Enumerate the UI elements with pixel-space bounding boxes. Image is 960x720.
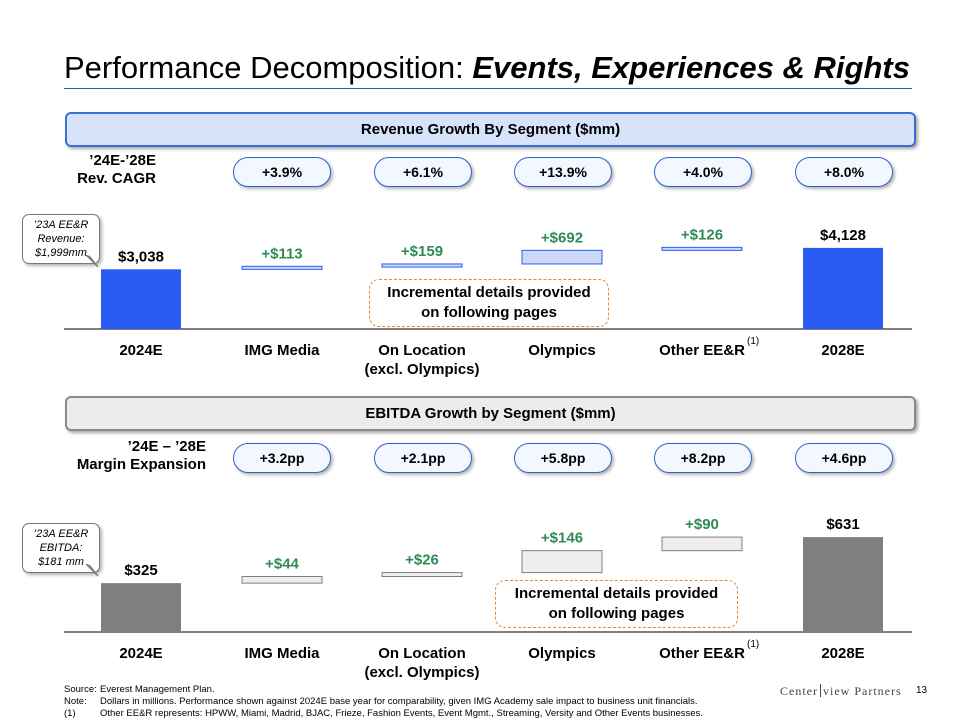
title-divider — [64, 88, 912, 89]
ebitda-incremental-line1: Incremental details provided — [514, 585, 719, 602]
ebitda-category-label-3: Olympics — [528, 645, 596, 662]
revenue-category-label-1: IMG Media — [244, 342, 320, 359]
revenue-cagr-pill: +4.0% — [654, 157, 752, 187]
ebitda-bar-1 — [241, 576, 323, 584]
revenue-category-label-2: On Location — [378, 342, 466, 359]
revenue-cagr-label: ’24E-’28E Rev. CAGR — [64, 152, 156, 188]
ebitda-bar-4 — [661, 536, 743, 552]
ebitda-callout-line1: ’23A EE&R — [33, 528, 89, 540]
logo-part2: view Partners — [823, 684, 902, 698]
ebitda-data-label-5: $631 — [826, 516, 859, 533]
ebitda-footnote-mark-4: (1) — [747, 639, 759, 650]
revenue-waterfall-chart: $3,038 2024E +$113 IMG Media +$159 On Locatio… — [64, 226, 912, 378]
ebitda-banner: EBITDA Growth by Segment ($mm) — [65, 396, 916, 431]
ebitda-callout-pointer — [86, 564, 99, 577]
ebitda-category-label-2: On Location — [378, 645, 466, 662]
title-plain: Performance Decomposition: — [64, 50, 473, 85]
footnote-1-key: (1) — [64, 708, 76, 719]
revenue-incremental-line1: Incremental details provided — [387, 284, 591, 301]
revenue-category-label-2: (excl. Olympics) — [364, 361, 479, 378]
revenue-bar-1 — [241, 265, 323, 270]
ebitda-margin-pill: +5.8pp — [514, 443, 612, 473]
revenue-cagr-label-line2: Rev. CAGR — [77, 170, 156, 187]
ebitda-data-label-4: +$90 — [685, 516, 719, 533]
footnote-1: (1) Other EE&R represents: HPWW, Miami, M… — [64, 708, 703, 719]
revenue-data-label-5: $4,128 — [820, 227, 866, 244]
revenue-cagr-pill: +6.1% — [374, 157, 472, 187]
footnote-note-key: Note: — [64, 696, 87, 707]
revenue-category-label-0: 2024E — [119, 342, 162, 359]
ebitda-category-label-0: 2024E — [119, 645, 162, 662]
revenue-footnote-mark-4: (1) — [747, 336, 759, 347]
title-emphasis: Events, Experiences & Rights — [472, 50, 910, 85]
footnote-note-text: Dollars in millions. Performance shown a… — [100, 696, 698, 707]
revenue-cagr-pill: +8.0% — [795, 157, 893, 187]
ebitda-bar-5 — [803, 537, 883, 632]
logo-part1: Center — [780, 684, 818, 698]
ebitda-waterfall-chart: $325 2024E +$44 IMG Media +$26 On Location (ex… — [64, 516, 912, 681]
revenue-callout-line1: ’23A EE&R — [33, 219, 89, 231]
revenue-category-label-3: Olympics — [528, 342, 596, 359]
footnote-note: Note: Dollars in millions. Performance sh… — [64, 696, 698, 707]
centerview-logo: Center view Partners — [780, 684, 902, 699]
revenue-incremental-line2: on following pages — [421, 304, 557, 321]
revenue-bar-2 — [381, 263, 463, 268]
ebitda-margin-pill: +3.2pp — [233, 443, 331, 473]
ebitda-margin-pill: +8.2pp — [654, 443, 752, 473]
revenue-callout-line2: Revenue: — [37, 233, 85, 245]
ebitda-bar-3 — [521, 550, 603, 574]
page-number: 13 — [916, 685, 928, 696]
ebitda-callout-line3: $181 mm — [38, 556, 84, 568]
ebitda-category-label-2: (excl. Olympics) — [364, 664, 479, 681]
ebitda-category-label-5: 2028E — [821, 645, 864, 662]
ebitda-category-label-4: Other EE&R — [659, 645, 745, 662]
ebitda-margin-pill: +4.6pp — [795, 443, 893, 473]
ebitda-data-label-0: $325 — [124, 562, 157, 579]
revenue-cagr-pill: +13.9% — [514, 157, 612, 187]
ebitda-margin-label-line2: Margin Expansion — [76, 456, 206, 473]
revenue-callout: ’23A EE&R Revenue: $1,999mm — [22, 214, 100, 264]
ebitda-margin-pill: +2.1pp — [374, 443, 472, 473]
ebitda-incremental-note: Incremental details provided on followin… — [495, 580, 738, 628]
revenue-callout-pointer — [86, 255, 99, 268]
revenue-data-label-0: $3,038 — [118, 248, 164, 265]
revenue-bar-4 — [661, 246, 743, 251]
ebitda-data-label-2: +$26 — [405, 552, 439, 569]
ebitda-data-label-3: +$146 — [541, 530, 583, 547]
footnote-source-key: Source: — [64, 684, 97, 695]
ebitda-margin-label: ’24E – ’28E Margin Expansion — [64, 438, 206, 474]
ebitda-bar-2 — [381, 572, 463, 578]
revenue-bar-0 — [101, 269, 181, 329]
revenue-incremental-note: Incremental details provided on followin… — [369, 279, 609, 327]
ebitda-callout-line2: EBITDA: — [39, 542, 83, 554]
revenue-cagr-pill: +3.9% — [233, 157, 331, 187]
revenue-data-label-1: +$113 — [261, 245, 302, 262]
revenue-callout-line3: $1,999mm — [35, 247, 87, 259]
footnote-1-text: Other EE&R represents: HPWW, Miami, Madr… — [100, 708, 703, 719]
footnote-source-text: Everest Management Plan. — [100, 684, 215, 695]
revenue-cagr-label-line1: ’24E-’28E — [89, 152, 156, 169]
revenue-category-label-5: 2028E — [821, 342, 864, 359]
revenue-data-label-2: +$159 — [401, 243, 443, 260]
page-title: Performance Decomposition: Events, Exper… — [64, 50, 910, 86]
ebitda-category-label-1: IMG Media — [244, 645, 320, 662]
revenue-bar-5 — [803, 247, 883, 329]
ebitda-bar-0 — [101, 583, 181, 632]
footnote-source: Source: Everest Management Plan. — [64, 684, 215, 695]
revenue-data-label-3: +$692 — [541, 229, 583, 246]
revenue-category-label-4: Other EE&R — [659, 342, 745, 359]
revenue-bar-3 — [521, 249, 603, 265]
revenue-data-label-4: +$126 — [681, 226, 723, 243]
ebitda-incremental-line2: on following pages — [548, 605, 685, 622]
ebitda-margin-label-line1: ’24E – ’28E — [127, 438, 206, 455]
revenue-banner: Revenue Growth By Segment ($mm) — [65, 112, 916, 147]
ebitda-data-label-1: +$44 — [265, 556, 299, 573]
